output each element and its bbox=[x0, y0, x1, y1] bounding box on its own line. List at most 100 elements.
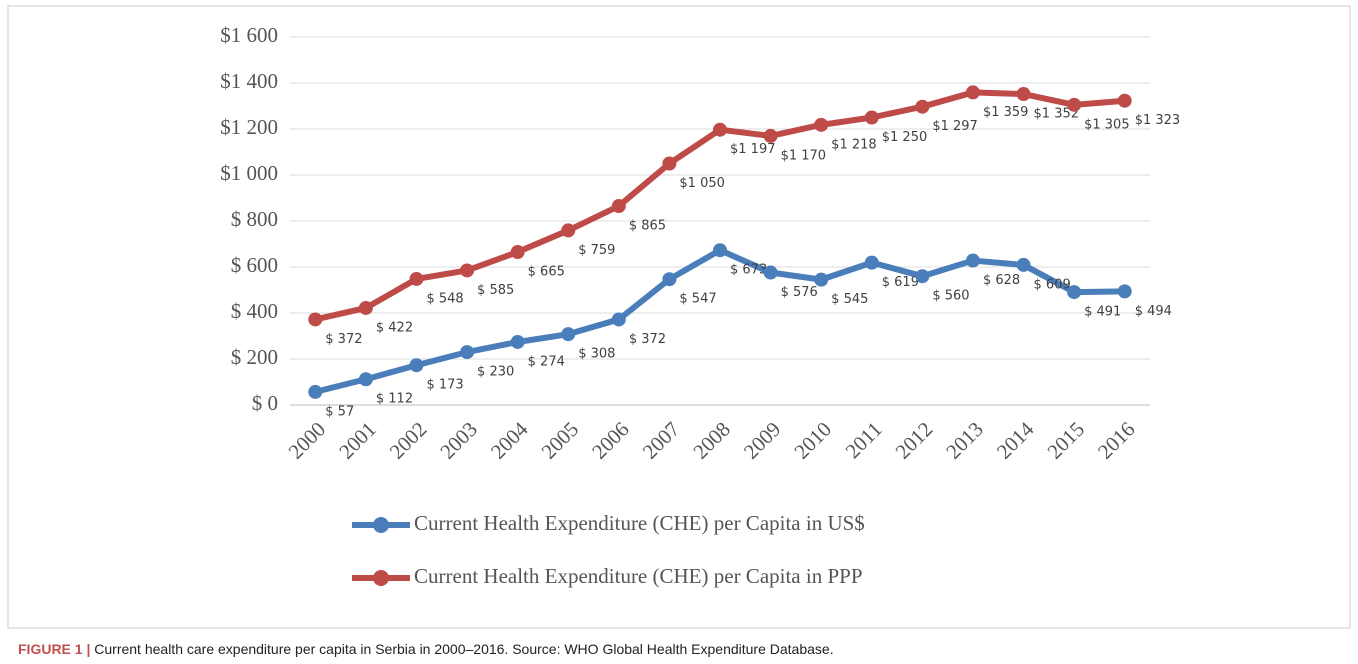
point bbox=[1016, 87, 1031, 102]
x-tick-label: 2012 bbox=[891, 417, 938, 464]
data-label: $ 494 bbox=[1135, 304, 1172, 319]
x-tick-label: 2010 bbox=[789, 417, 836, 464]
point bbox=[308, 312, 323, 327]
y-tick-label: $1 200 bbox=[220, 115, 278, 139]
data-label: $1 218 bbox=[831, 137, 877, 152]
point bbox=[864, 110, 879, 125]
point bbox=[510, 334, 525, 349]
point bbox=[814, 117, 829, 132]
point bbox=[915, 269, 930, 284]
caption-text: Current health care expenditure per capi… bbox=[94, 641, 833, 657]
x-tick-label: 2006 bbox=[587, 417, 634, 464]
point bbox=[561, 327, 576, 342]
data-label: $1 170 bbox=[781, 148, 827, 163]
data-label: $ 548 bbox=[426, 291, 463, 306]
data-label: $1 359 bbox=[983, 105, 1029, 120]
data-label: $ 230 bbox=[477, 365, 514, 380]
data-label: $ 560 bbox=[932, 289, 969, 304]
point bbox=[1067, 97, 1082, 112]
point bbox=[814, 272, 829, 287]
point bbox=[662, 156, 677, 171]
legend-marker bbox=[373, 570, 389, 586]
y-tick-label: $ 800 bbox=[231, 207, 278, 231]
x-tick-label: 2008 bbox=[688, 417, 735, 464]
point bbox=[611, 312, 626, 327]
data-label: $ 628 bbox=[983, 273, 1020, 288]
point bbox=[763, 265, 778, 280]
x-tick-label: 2009 bbox=[739, 417, 786, 464]
point bbox=[358, 300, 373, 315]
y-tick-label: $ 0 bbox=[252, 391, 278, 415]
point bbox=[358, 372, 373, 387]
point bbox=[510, 245, 525, 260]
point bbox=[915, 99, 930, 114]
data-label: $ 673 bbox=[730, 263, 767, 278]
x-tick-label: 2015 bbox=[1042, 417, 1089, 464]
data-label: $ 576 bbox=[781, 285, 818, 300]
x-tick-label: 2014 bbox=[992, 417, 1039, 464]
data-label: $ 665 bbox=[528, 265, 565, 280]
y-tick-label: $ 400 bbox=[231, 299, 278, 323]
data-label: $1 050 bbox=[679, 176, 725, 191]
data-label: $ 173 bbox=[426, 378, 463, 393]
data-label: $ 547 bbox=[679, 292, 716, 307]
data-label: $ 759 bbox=[578, 243, 615, 258]
x-tick-label: 2013 bbox=[941, 417, 988, 464]
data-label: $ 545 bbox=[831, 292, 868, 307]
x-tick-label: 2000 bbox=[284, 417, 331, 464]
legend-marker bbox=[373, 517, 389, 533]
data-label: $ 57 bbox=[325, 404, 354, 419]
point bbox=[965, 253, 980, 268]
point bbox=[1117, 93, 1132, 108]
x-tick-label: 2005 bbox=[537, 417, 584, 464]
point bbox=[308, 384, 323, 399]
data-label: $1 305 bbox=[1084, 117, 1130, 132]
x-tick-label: 2016 bbox=[1093, 417, 1140, 464]
x-tick-label: 2003 bbox=[435, 417, 482, 464]
data-label: $ 372 bbox=[629, 332, 666, 347]
x-tick-label: 2001 bbox=[334, 417, 381, 464]
x-tick-label: 2004 bbox=[486, 417, 533, 464]
data-label: $1 250 bbox=[882, 130, 928, 145]
y-tick-label: $ 600 bbox=[231, 253, 278, 277]
data-label: $ 865 bbox=[629, 219, 666, 234]
point bbox=[611, 199, 626, 214]
y-tick-label: $ 200 bbox=[231, 345, 278, 369]
point bbox=[460, 263, 475, 278]
x-tick-label: 2011 bbox=[841, 417, 887, 463]
y-tick-label: $1 600 bbox=[220, 23, 278, 47]
point bbox=[713, 122, 727, 137]
x-tick-label: 2002 bbox=[385, 417, 432, 464]
data-label: $ 585 bbox=[477, 283, 514, 298]
point bbox=[1016, 257, 1031, 272]
caption: FIGURE 1 | Current health care expenditu… bbox=[18, 641, 834, 657]
data-label: $1 197 bbox=[730, 142, 776, 157]
y-tick-label: $1 400 bbox=[220, 69, 278, 93]
point bbox=[561, 223, 576, 238]
point bbox=[409, 271, 424, 286]
point bbox=[1117, 284, 1132, 299]
legend-label: Current Health Expenditure (CHE) per Cap… bbox=[414, 564, 863, 588]
data-label: $1 297 bbox=[932, 119, 978, 134]
frame bbox=[7, 5, 1351, 629]
point bbox=[662, 272, 677, 287]
legend-label: Current Health Expenditure (CHE) per Cap… bbox=[414, 511, 865, 535]
data-label: $ 619 bbox=[882, 275, 919, 290]
data-label: $ 422 bbox=[376, 320, 413, 335]
data-label: $ 491 bbox=[1084, 305, 1121, 320]
data-label: $1 323 bbox=[1135, 113, 1181, 128]
point bbox=[965, 85, 980, 100]
data-label: $ 609 bbox=[1034, 277, 1071, 292]
point bbox=[763, 128, 778, 143]
x-tick-label: 2007 bbox=[638, 417, 685, 464]
data-label: $ 372 bbox=[325, 332, 362, 347]
point bbox=[1067, 285, 1082, 300]
data-label: $1 352 bbox=[1034, 107, 1080, 122]
point bbox=[409, 358, 424, 373]
data-label: $ 308 bbox=[578, 347, 615, 362]
point bbox=[864, 255, 879, 270]
data-label: $ 112 bbox=[376, 392, 413, 407]
y-tick-label: $1 000 bbox=[220, 161, 278, 185]
series-line bbox=[314, 247, 1125, 395]
